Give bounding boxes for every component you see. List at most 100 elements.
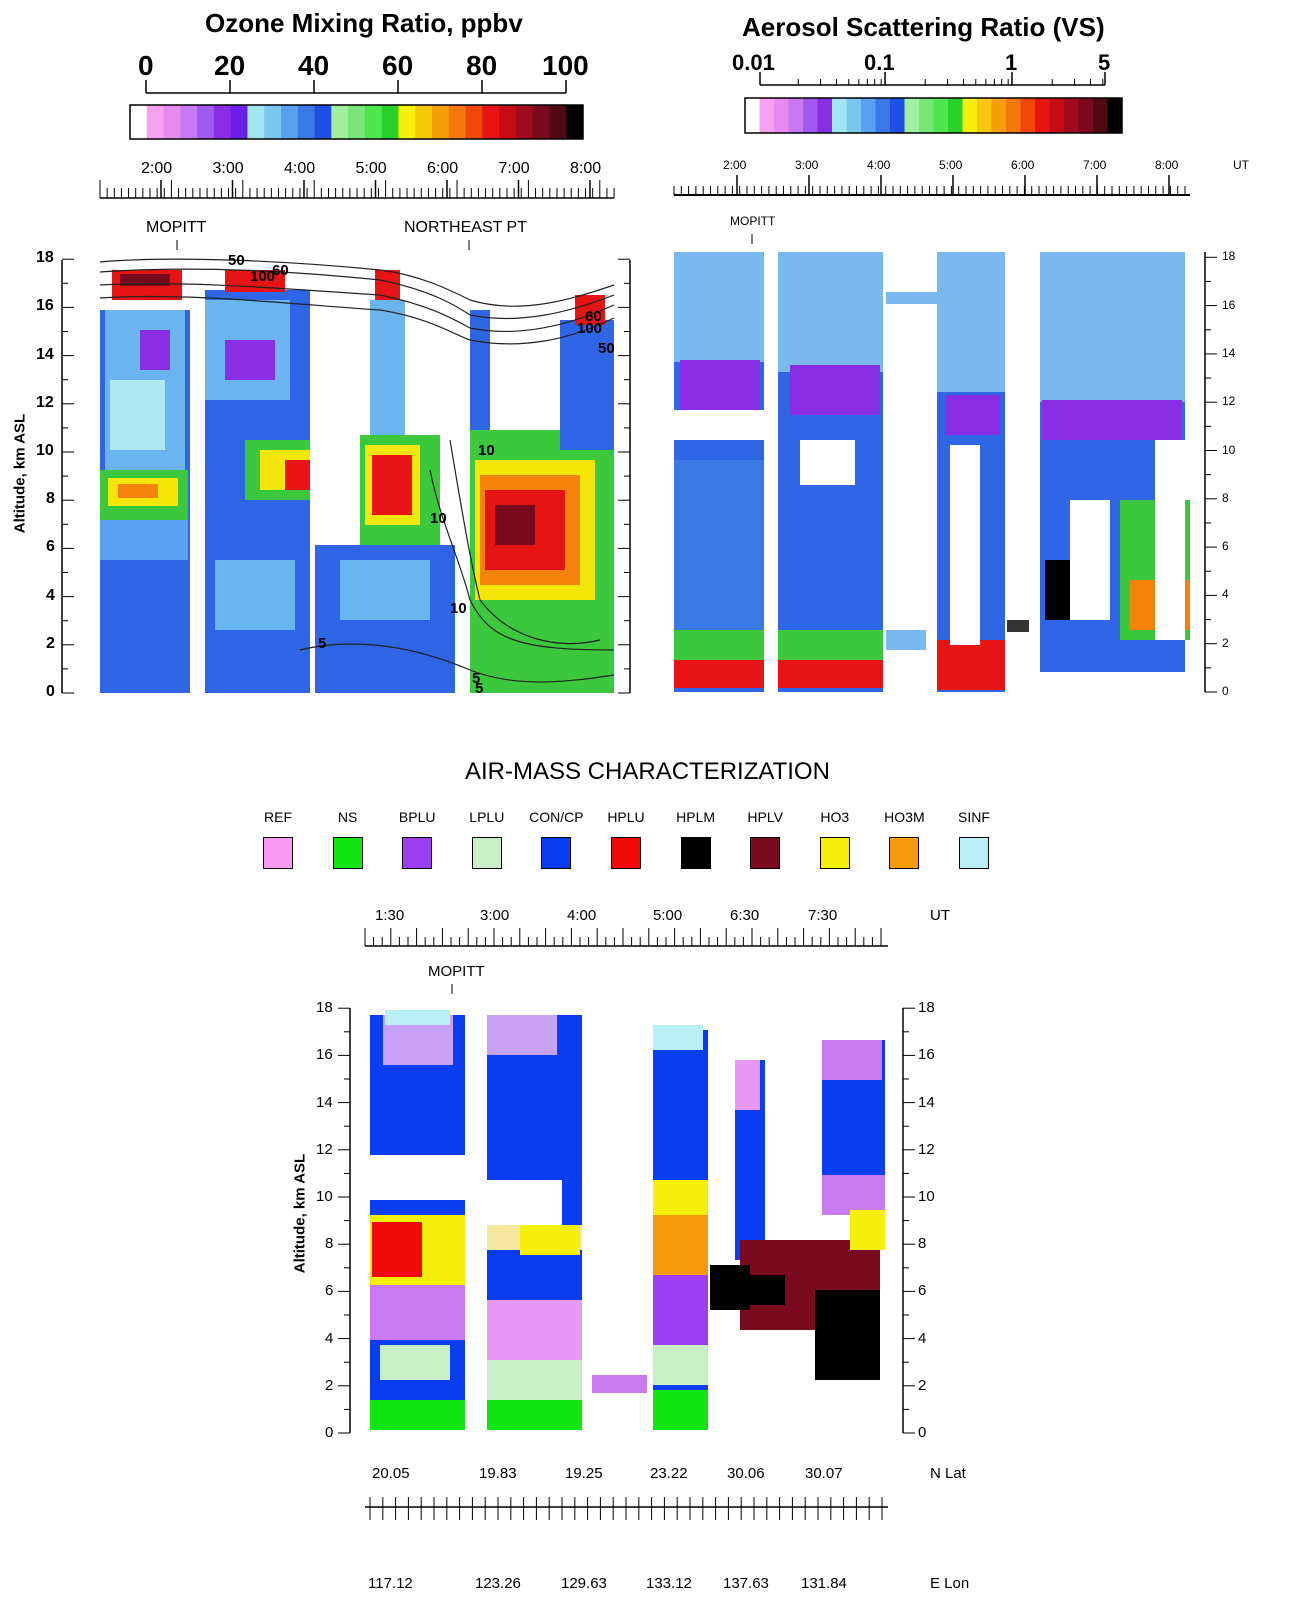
ozone-colorbar-swatch [180, 105, 198, 139]
airmass-lon-tick-label: 123.26 [475, 1575, 521, 1592]
aerosol-colorbar-swatch [875, 98, 891, 133]
airmass-lat-tick-label: 23.22 [650, 1465, 688, 1482]
ozone-y-tick-label: 16 [36, 297, 54, 315]
airmass-y-tick-label-left: 12 [316, 1140, 333, 1158]
aerosol-colorbar-swatch [962, 98, 978, 133]
aerosol-colorbar-swatch [774, 98, 789, 133]
legend-label: HPLM [676, 809, 716, 825]
airmass-y-tick-label-right: 4 [918, 1329, 927, 1347]
ozone-colorbar-swatch [163, 105, 181, 139]
aerosol-colorbar-swatch [904, 98, 920, 133]
ozone-colorbar-swatch [264, 105, 282, 139]
aerosol-marker-mopitt: MOPITT [730, 214, 776, 228]
aerosol-colorbar-tick-label: 0.01 [732, 50, 775, 75]
legend-label: CON/CP [529, 809, 584, 825]
airmass-lat-tick-label: 19.25 [565, 1465, 603, 1482]
ozone-colorbar-swatch [331, 105, 349, 139]
ozone-contour-label: 100 [577, 320, 603, 337]
aerosol-colorbar-swatch [948, 98, 963, 133]
airmass-marker-mopitt: MOPITT [428, 963, 485, 980]
aerosol-colorbar-swatch [832, 98, 847, 133]
airmass-y-tick-label-left: 2 [325, 1376, 334, 1394]
legend-swatch-sinf [959, 837, 989, 869]
aerosol-colorbar-tick-label: 5 [1098, 50, 1111, 75]
airmass-y-tick-label-right: 0 [918, 1424, 927, 1441]
airmass-heatmap [370, 1010, 885, 1430]
legend-swatch-con-cp [541, 837, 572, 869]
ozone-colorbar-swatch [532, 105, 550, 139]
legend-swatch-lplu [471, 837, 502, 869]
airmass-lat-tick-label: 19.83 [479, 1465, 517, 1482]
aerosol-y-tick-label: 18 [1222, 249, 1236, 264]
legend-label: HPLV [747, 809, 783, 825]
legend-swatch-bplu [402, 837, 433, 869]
legend-label: HO3M [884, 809, 925, 825]
airmass-lat-label: N Lat [930, 1465, 966, 1482]
airmass-y-tick-label-left: 8 [325, 1235, 334, 1253]
aerosol-colorbar-swatch [861, 98, 876, 133]
ozone-marker-northeast-pt: NORTHEAST PT [404, 219, 527, 236]
aerosol-colorbar-swatch [890, 98, 905, 133]
airmass-lat-tick-label: 30.06 [727, 1465, 765, 1482]
ozone-y-tick-label: 10 [36, 442, 54, 459]
airmass-y-tick-label-left: 0 [325, 1424, 334, 1441]
airmass-y-tick-label-right: 12 [918, 1140, 935, 1158]
aerosol-time-tick-label: 7:00 [1083, 158, 1107, 172]
ozone-title: Ozone Mixing Ratio, ppbv [205, 8, 523, 38]
ozone-colorbar-swatch [415, 105, 433, 139]
airmass-lon-tick-label: 131.84 [801, 1575, 847, 1592]
aerosol-time-tick-label: 6:00 [1011, 158, 1035, 172]
airmass-time-tick-label: 7:30 [808, 907, 838, 924]
ozone-colorbar-swatch [314, 105, 332, 139]
ozone-y-tick-label: 6 [46, 538, 55, 556]
aerosol-time-unit: UT [1233, 158, 1249, 172]
aerosol-colorbar-swatch [1020, 98, 1036, 133]
ozone-time-tick-label: 6:00 [427, 160, 459, 177]
ozone-colorbar-swatch [515, 105, 534, 139]
ozone-colorbar-swatch [398, 105, 416, 139]
aerosol-y-tick-label: 14 [1222, 345, 1236, 360]
airmass-title: AIR-MASS CHARACTERIZATION [465, 758, 830, 785]
airmass-time-tick-label: 6:30 [730, 907, 760, 924]
aerosol-time-tick-label: 4:00 [867, 158, 891, 172]
ozone-colorbar-swatch [348, 105, 366, 139]
ozone-colorbar-swatch [247, 105, 265, 139]
airmass-lat-tick-label: 30.07 [805, 1465, 843, 1482]
aerosol-colorbar-tick-label: 1 [1005, 50, 1018, 75]
ozone-contour-label: 10 [478, 442, 495, 459]
ozone-colorbar-swatch [499, 105, 517, 139]
aerosol-y-tick-label: 8 [1222, 490, 1229, 505]
aerosol-heatmap [674, 252, 1190, 692]
ozone-contour-label: 5 [318, 635, 327, 652]
airmass-y-tick-label-right: 8 [918, 1235, 927, 1253]
ozone-colorbar-tick-label: 80 [466, 50, 498, 81]
aerosol-title: Aerosol Scattering Ratio (VS) [742, 12, 1105, 42]
ozone-colorbar-swatch [297, 105, 316, 139]
aerosol-time-tick-label: 2:00 [723, 158, 747, 172]
airmass-y-tick-label-left: 18 [316, 999, 333, 1017]
ozone-colorbar-swatch [432, 105, 450, 139]
ozone-colorbar-swatch [130, 105, 148, 139]
ozone-y-tick-label: 2 [46, 634, 55, 652]
ozone-colorbar-swatch [448, 105, 467, 139]
ozone-y-tick-label: 0 [46, 683, 55, 700]
aerosol-panel [673, 72, 1217, 693]
aerosol-colorbar-swatch [1035, 98, 1050, 133]
aerosol-colorbar-swatch [788, 98, 804, 133]
airmass-time-tick-label: 5:00 [653, 907, 683, 924]
airmass-y-tick-label-right: 16 [918, 1046, 935, 1064]
legend-swatch-ns [332, 837, 363, 869]
airmass-lon-tick-label: 117.12 [368, 1575, 413, 1592]
aerosol-colorbar-swatch [745, 98, 760, 133]
ozone-marker-mopitt: MOPITT [146, 219, 207, 236]
airmass-y-tick-label-right: 14 [918, 1093, 935, 1111]
legend-label: HO3 [820, 809, 850, 825]
aerosol-colorbar-swatch [1006, 98, 1021, 133]
ozone-colorbar-tick-label: 60 [382, 50, 414, 81]
ozone-colorbar-swatch [213, 105, 232, 139]
airmass-lat-tick-label: 20.05 [372, 1465, 410, 1482]
airmass-y-tick-label-left: 10 [316, 1188, 333, 1205]
ozone-colorbar-tick-label: 20 [214, 50, 246, 81]
ozone-colorbar-tick-label: 100 [542, 50, 589, 81]
airmass-lon-tick-label: 133.12 [646, 1575, 692, 1592]
